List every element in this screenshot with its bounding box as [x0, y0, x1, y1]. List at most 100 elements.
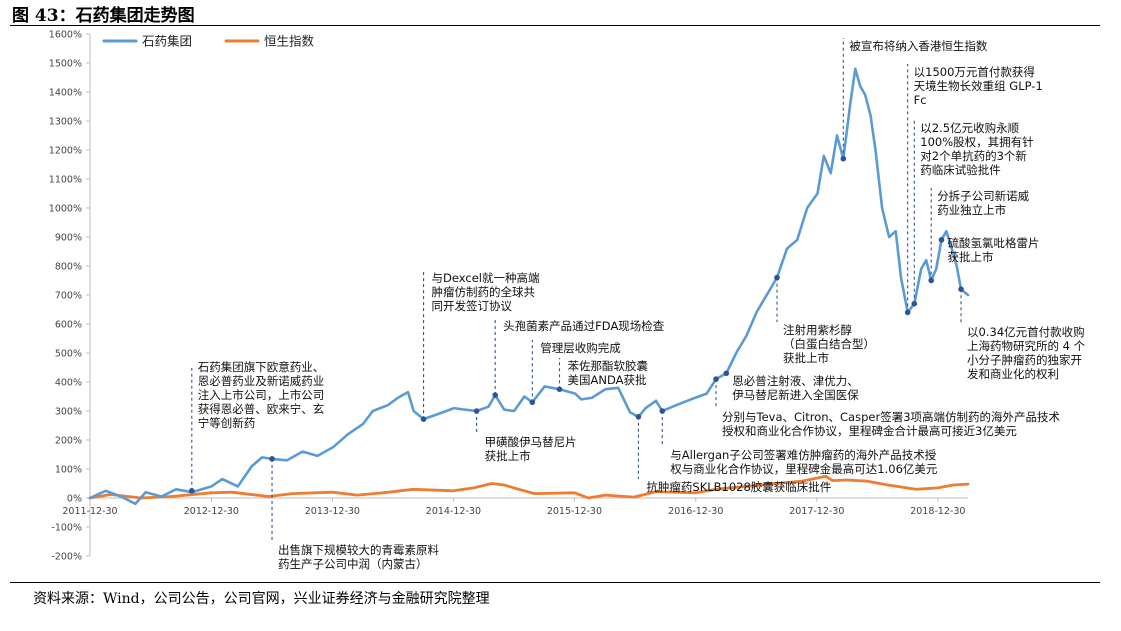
- event-label: 与Allergan子公司签署难仿肿瘤药的海外产品技术授权与商业化合作协议，里程碑…: [670, 448, 938, 476]
- event-label-line: 药临床试验批件: [920, 163, 1001, 177]
- event-marker: [904, 309, 911, 316]
- event-label-line: 分拆子公司新诺威: [937, 189, 1029, 203]
- event-marker: [911, 300, 918, 307]
- x-tick-label: 2015-12-30: [547, 506, 602, 517]
- y-tick-label: 800%: [55, 262, 82, 273]
- event-label-line: 分别与Teva、Citron、Casper签署3项高端仿制药的海外产品技术: [722, 410, 1061, 424]
- top-rule: [10, 25, 1100, 26]
- x-tick-label: 2013-12-30: [305, 506, 360, 517]
- y-tick-label: 0%: [67, 494, 82, 505]
- series-line-cspc: [88, 67, 970, 506]
- event-marker: [723, 370, 730, 377]
- event-label-line: 伊马替尼新进入全国医保: [732, 388, 859, 402]
- event-marker: [473, 408, 480, 414]
- event-label-line: 出售旗下规模较大的青霉素原料: [278, 543, 439, 557]
- event-label-line: 获批上市: [783, 351, 829, 365]
- event-annotation: 石药集团旗下欧意药业、恩必普药业及新诺威药业注入上市公司，上市公司获得恩必普、欧…: [188, 360, 325, 494]
- x-tick-label: 2016-12-30: [668, 506, 723, 517]
- event-label: 硫酸氢氯吡格雷片获批上市: [947, 236, 1039, 264]
- event-label-line: 以0.34亿元首付款收购: [967, 325, 1085, 339]
- event-label-line: 以2.5亿元收购永顺: [920, 121, 1019, 135]
- event-label-line: （白蛋白结合型）: [783, 337, 875, 351]
- event-annotation: 以0.34亿元首付款收购上海药物研究所的 4 个小分子肿瘤药的独家开发和商业化的…: [958, 286, 1086, 381]
- y-tick-label: 100%: [55, 465, 82, 476]
- event-annotation: 苯佐那酯软胶囊美国ANDA获批: [556, 358, 649, 393]
- event-annotation: 被宣布将纳入香港恒生指数: [840, 38, 988, 162]
- event-marker: [492, 392, 498, 398]
- event-label-line: 药业独立上市: [937, 203, 1006, 217]
- event-marker: [958, 286, 964, 293]
- event-annotation: 以1500万元首付款获得天境生物长效重组 GLP-1 Fc: [904, 64, 1043, 316]
- y-tick-label: 1100%: [49, 175, 82, 186]
- legend: 石药集团 恒生指数: [102, 34, 315, 49]
- event-label-line: 注射用紫杉醇: [783, 323, 852, 337]
- x-tick-label: 2018-12-30: [910, 506, 965, 517]
- event-label-line: 获批上市: [485, 449, 531, 463]
- event-label: 恩必普注射液、津优力、伊马替尼新进入全国医保: [732, 374, 859, 402]
- y-tick-label: 700%: [55, 291, 82, 302]
- event-label-line: 注入上市公司，上市公司: [198, 388, 325, 402]
- event-label: 出售旗下规模较大的青霉素原料药生产子公司中润（内蒙古）: [278, 543, 439, 571]
- event-annotation: 与Allergan子公司签署难仿肿瘤药的海外产品技术授权与商业化合作协议，里程碑…: [659, 408, 938, 476]
- x-tick-label: 2017-12-30: [789, 506, 844, 517]
- event-label-line: 获得恩必普、欧来宁、玄: [198, 402, 325, 416]
- event-annotation: 头孢菌素产品通过FDA现场检查: [492, 318, 665, 398]
- figure-title: 图 43：石药集团走势图: [12, 6, 195, 26]
- event-label-line: 发和商业化的权利: [967, 367, 1059, 381]
- event-label: 分别与Teva、Citron、Casper签署3项高端仿制药的海外产品技术授权和…: [722, 410, 1061, 438]
- y-tick-label: 900%: [55, 233, 82, 244]
- event-label: 苯佐那酯软胶囊美国ANDA获批: [568, 359, 649, 387]
- event-annotation: 恩必普注射液、津优力、伊马替尼新进入全国医保: [723, 370, 859, 402]
- event-label-line: 上海药物研究所的 4 个: [967, 339, 1086, 353]
- y-tick-label: 1600%: [49, 30, 82, 41]
- event-label: 以2.5亿元收购永顺 100%股权，其拥有针对2个单抗药的3个新药临床试验批件: [920, 121, 1033, 177]
- x-tick-label: 2012-12-30: [184, 506, 239, 517]
- event-label: 以0.34亿元首付款收购上海药物研究所的 4 个小分子肿瘤药的独家开发和商业化的…: [967, 325, 1086, 381]
- y-tick-label: 1300%: [49, 117, 82, 128]
- event-marker: [659, 408, 666, 414]
- event-annotation: 分别与Teva、Citron、Casper签署3项高端仿制药的海外产品技术授权和…: [713, 376, 1061, 438]
- y-tick-label: 400%: [55, 378, 82, 389]
- legend-label-hsi: 恒生指数: [264, 34, 315, 49]
- event-label: 抗肿瘤药SKLB1028胶囊获临床批件: [646, 480, 831, 494]
- event-marker: [420, 416, 427, 422]
- events-layer: 石药集团旗下欧意药业、恩必普药业及新诺威药业注入上市公司，上市公司获得恩必普、欧…: [188, 38, 1086, 571]
- event-marker: [774, 274, 780, 281]
- event-label: 甲磺酸伊马替尼片获批上市: [485, 435, 577, 463]
- event-label-line: 天境生物长效重组 GLP-1: [914, 79, 1043, 93]
- event-label-line: 甲磺酸伊马替尼片: [485, 435, 577, 449]
- bottom-rule: [10, 582, 1100, 583]
- event-annotation: 管理层收购完成: [529, 340, 621, 406]
- event-marker: [635, 414, 642, 420]
- event-marker: [269, 456, 275, 462]
- event-label: 石药集团旗下欧意药业、恩必普药业及新诺威药业注入上市公司，上市公司获得恩必普、欧…: [198, 360, 325, 430]
- y-tick-label: 500%: [55, 349, 82, 360]
- event-annotation: 出售旗下规模较大的青霉素原料药生产子公司中润（内蒙古）: [269, 456, 440, 571]
- event-label-line: 苯佐那酯软胶囊: [568, 359, 649, 373]
- event-label-line: 被宣布将纳入香港恒生指数: [849, 39, 987, 53]
- event-label-line: Fc: [914, 93, 927, 107]
- event-label-line: 同开发签订协议: [432, 299, 513, 313]
- event-label-line: 恩必普注射液、津优力、: [732, 374, 859, 388]
- event-marker: [556, 386, 563, 393]
- event-annotation: 分拆子公司新诺威药业独立上市: [928, 188, 1030, 284]
- event-label: 头孢菌素产品通过FDA现场检查: [503, 319, 665, 333]
- event-label: 分拆子公司新诺威药业独立上市: [937, 189, 1029, 217]
- y-tick-label: 1000%: [49, 204, 82, 215]
- event-label-line: 管理层收购完成: [540, 341, 621, 355]
- event-label: 管理层收购完成: [540, 341, 621, 355]
- event-label-line: 以1500万元首付款获得: [914, 65, 1035, 79]
- event-annotation: 以2.5亿元收购永顺 100%股权，其拥有针对2个单抗药的3个新药临床试验批件: [911, 120, 1034, 307]
- event-label: 被宣布将纳入香港恒生指数: [849, 39, 987, 53]
- x-tick-label: 2014-12-30: [426, 506, 481, 517]
- y-tick-label: 600%: [55, 320, 82, 331]
- event-label-line: 头孢菌素产品通过FDA现场检查: [503, 319, 665, 333]
- event-annotation: 与Dexcel就一种高端肿瘤仿制药的全球共同开发签订协议: [420, 270, 539, 422]
- event-label-line: 权与商业化合作协议，里程碑金最高可达1.06亿美元: [670, 462, 938, 476]
- series-layer: [88, 67, 970, 506]
- event-annotation: 甲磺酸伊马替尼片获批上市: [473, 408, 577, 463]
- y-tick-label: 200%: [55, 436, 82, 447]
- event-label-line: 抗肿瘤药SKLB1028胶囊获临床批件: [646, 480, 831, 494]
- event-label-line: 获批上市: [947, 250, 993, 264]
